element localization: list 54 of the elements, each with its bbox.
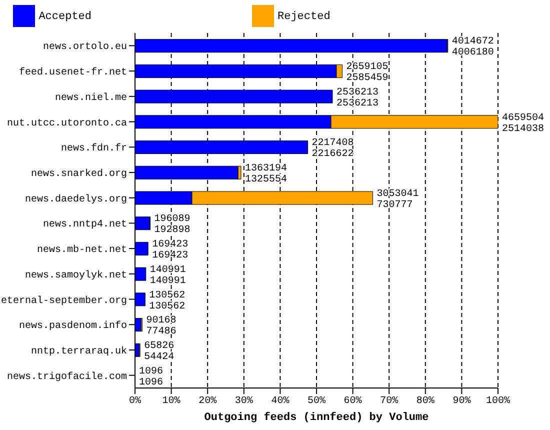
annotation: 2659105 — [346, 62, 388, 74]
annotation: 730777 — [376, 200, 413, 211]
x-tick-label: 70% — [380, 396, 398, 408]
x-tick-label: 60% — [344, 396, 362, 408]
annotation: 2216622 — [312, 149, 354, 160]
annotation: 140991 — [150, 276, 186, 287]
annotation: 4659504 — [502, 112, 544, 124]
annotation: 77486 — [146, 326, 176, 338]
annotation: 1096 — [139, 377, 164, 388]
x-tick-label: 90% — [452, 396, 471, 408]
annotation: 3053041 — [376, 188, 419, 200]
y-tick-label: news.nntp4.net — [42, 220, 127, 231]
annotation: 130562 — [149, 301, 186, 312]
y-tick-label: news.pasdenom.info — [18, 320, 127, 332]
x-tick-label: 0% — [128, 396, 142, 408]
annotation: 54424 — [144, 352, 174, 363]
y-tick-label: feed.usenet-fr.net — [18, 66, 127, 79]
annotation: 192898 — [154, 225, 190, 236]
legend-label: Accepted — [38, 10, 92, 23]
y-tick-label: news.mb-net.net — [36, 244, 127, 256]
y-tick-label: news.fdn.fr — [60, 142, 127, 155]
x-tick-label: 100% — [486, 396, 510, 408]
annotation: 2514038 — [502, 124, 544, 135]
y-tick-label: eternal-september.org — [0, 294, 127, 307]
x-tick-label: 30% — [234, 396, 253, 408]
annotation: 2536213 — [336, 87, 378, 98]
y-tick-label: news.trigofacile.com — [6, 370, 127, 383]
legend-label: Rejected — [278, 10, 330, 23]
annotation: 1096 — [139, 366, 164, 378]
annotation: 4006180 — [452, 48, 494, 59]
annotation: 65826 — [144, 340, 174, 352]
y-tick-label: news.samoylyk.net — [24, 269, 127, 282]
y-tick-label: news.snarked.org — [30, 168, 127, 180]
y-tick-label: nntp.terraraq.uk — [30, 346, 127, 358]
annotation: 130562 — [149, 290, 186, 302]
annotation: 1363194 — [244, 163, 288, 174]
annotation: 2217408 — [312, 138, 354, 150]
annotation: 2536213 — [336, 98, 378, 110]
annotation: 140991 — [150, 264, 186, 276]
annotation: 196089 — [154, 214, 190, 226]
annotation: 1325554 — [244, 174, 288, 186]
annotation: 169423 — [152, 250, 188, 262]
y-tick-label: nut.utcc.utoronto.ca — [6, 118, 127, 130]
x-axis-title: Outgoing feeds (innfeed) by Volume — [204, 411, 430, 424]
x-tick-label: 40% — [271, 396, 290, 408]
x-tick-label: 10% — [162, 396, 180, 408]
y-tick-label: news.ortolo.eu — [42, 41, 127, 54]
x-tick-label: 80% — [416, 396, 434, 408]
annotation: 90168 — [146, 316, 176, 327]
y-tick-label: news.daedelys.org — [24, 193, 127, 206]
annotation: 2585459 — [346, 73, 388, 84]
x-tick-label: 20% — [198, 396, 217, 408]
x-tick-label: 50% — [307, 396, 326, 408]
y-tick-label: news.niel.me — [54, 92, 127, 104]
